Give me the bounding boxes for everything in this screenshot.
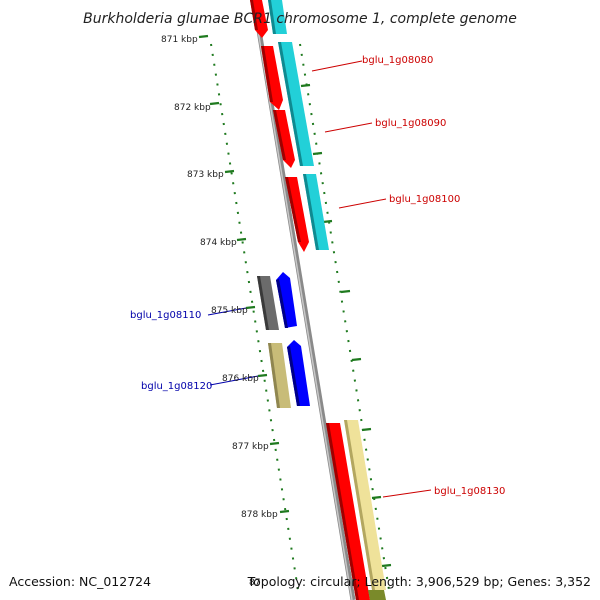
map-title: Burkholderia glumae BCR1 chromosome 1, c… [83, 11, 517, 27]
feature-cyan-bglu-1g08080[interactable] [278, 42, 314, 166]
gene-label-bglu-1g08080[interactable]: bglu_1g08080 [362, 55, 433, 66]
tick-mark [236, 237, 247, 242]
scale-label: 872 kbp [174, 103, 211, 113]
gene-label-bglu-1g08110[interactable]: bglu_1g08110 [130, 310, 201, 321]
scale-label: 878 kbp [241, 510, 278, 520]
gene-label-leaders [207, 60, 432, 498]
tick-mark [269, 441, 280, 446]
cds-arrow-bglu-1g08130[interactable] [326, 423, 370, 600]
scale-label: 877 kbp [232, 442, 269, 452]
feature-cyan-partial-top[interactable] [268, 0, 287, 34]
gene-label-bglu-1g08090[interactable]: bglu_1g08090 [375, 118, 446, 129]
feature-pale-yellow-bglu-1g08130[interactable] [344, 420, 386, 590]
scale-label: 873 kbp [187, 170, 224, 180]
cds-arrow-bglu-1g08100[interactable] [285, 177, 309, 252]
feature-khaki-bglu-1g08120[interactable] [268, 343, 291, 408]
tick-mark [361, 427, 372, 432]
cds-arrow-bglu-1g08080[interactable] [261, 46, 283, 110]
tick-mark [351, 357, 362, 362]
tick-mark [279, 509, 290, 514]
gene-label-bglu-1g08100[interactable]: bglu_1g08100 [389, 194, 460, 205]
gene-label-bglu-1g08120[interactable]: bglu_1g08120 [141, 381, 212, 392]
tick-mark [312, 151, 323, 156]
scale-label: 875 kbp [211, 306, 248, 316]
feature-olive-partial-bottom[interactable] [368, 590, 386, 600]
tick-mark [340, 289, 351, 294]
scale-labels: 871 kbp 872 kbp 873 kbp 874 kbp 875 kbp … [161, 35, 278, 520]
scale-label: 876 kbp [222, 374, 259, 384]
tick-mark [322, 219, 333, 224]
scale-label: 874 kbp [200, 238, 237, 248]
tick-mark [257, 373, 268, 378]
scale-label: 871 kbp [161, 35, 198, 45]
cds-arrow-bglu-1g08120[interactable] [287, 340, 310, 406]
feature-gray-bglu-1g08110[interactable] [257, 276, 279, 330]
tick-mark [245, 305, 256, 310]
tick-mark [198, 34, 209, 39]
feature-cyan-bglu-1g08100[interactable] [303, 174, 329, 250]
tick-mark [371, 495, 382, 500]
gene-label-bglu-1g08130[interactable]: bglu_1g08130 [434, 486, 505, 497]
tick-mark [381, 563, 392, 568]
cds-arrow-bglu-1g08110[interactable] [276, 272, 297, 328]
accession-text: Accession: NC_012724 [9, 574, 151, 589]
cds-arrow-bglu-1g08090[interactable] [273, 110, 295, 168]
tick-mark [209, 101, 220, 106]
scale-ticks-right [300, 83, 392, 568]
tick-mark [300, 83, 311, 88]
scale-label-partial: 87 [249, 578, 260, 588]
cds-arrow-partial-top[interactable] [250, 0, 268, 38]
topology-text: Topology: circular; Length: 3,906,529 bp… [247, 574, 591, 589]
tick-mark [224, 169, 235, 174]
scale-ticks-left [198, 34, 290, 514]
